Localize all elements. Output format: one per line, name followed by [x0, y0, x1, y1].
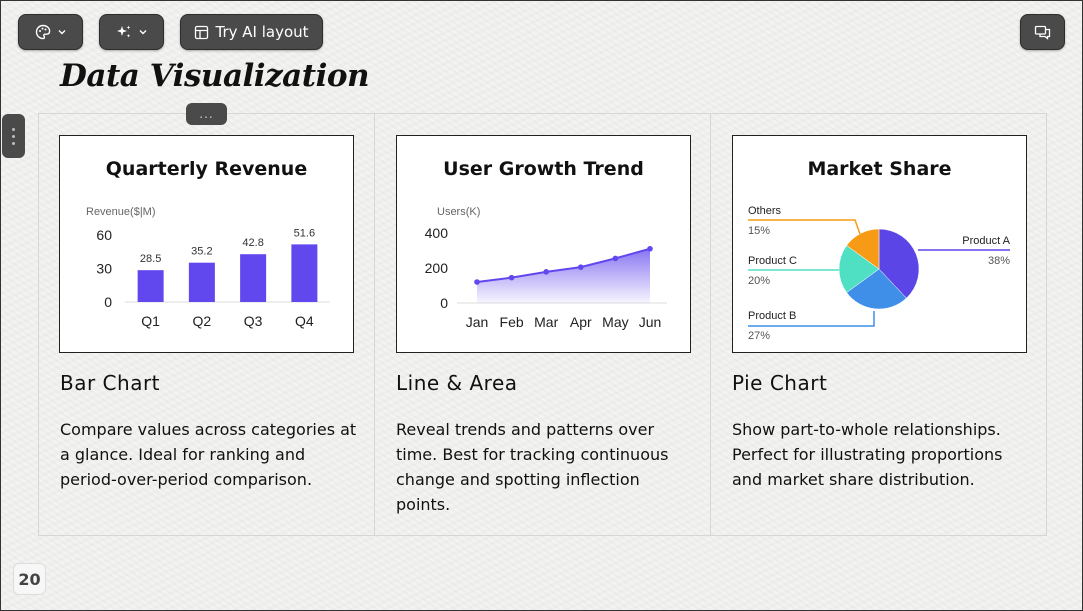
y-tick-label: 400: [425, 225, 449, 241]
x-tick-label: May: [602, 314, 628, 330]
y-tick-label: 0: [104, 294, 112, 310]
column-bar-chart[interactable]: Revenue($|M) 0 30 60 28.5 Q1 35.2 Q2 42.8 Q3 51.6 Q…: [39, 114, 375, 535]
x-tick-label: Q1: [141, 313, 160, 329]
slice-label: Others: [748, 205, 782, 217]
try-ai-layout-label: Try AI layout: [215, 23, 309, 41]
pie-slice: [838, 245, 880, 293]
column-heading[interactable]: Bar Chart: [60, 371, 161, 395]
data-point: [474, 279, 480, 285]
chevron-down-icon: [138, 27, 148, 37]
x-tick-label: Q3: [244, 313, 263, 329]
x-tick-label: Jun: [639, 314, 662, 330]
palette-icon: [35, 24, 51, 40]
chart-card-bar[interactable]: Revenue($|M) 0 30 60 28.5 Q1 35.2 Q2 42.8 Q3 51.6 Q…: [59, 135, 354, 353]
chevron-down-icon: [57, 27, 67, 37]
data-label: 35.2: [191, 246, 212, 258]
sparkles-icon: [116, 24, 132, 40]
layout-icon: [194, 25, 209, 40]
chart-card-pie[interactable]: Product A 38% Product B 27% Product C 20% Othe…: [732, 135, 1027, 353]
column-heading[interactable]: Line & Area: [396, 371, 518, 395]
y-tick-label: 30: [96, 261, 112, 277]
column-description[interactable]: Compare values across categories at a gl…: [60, 420, 357, 489]
column-line-area[interactable]: Users(K) 0 200 400 Jan Feb Mar Apr May Jun User G…: [375, 114, 711, 535]
comments-icon: [1034, 25, 1051, 40]
leader-line: [748, 311, 875, 327]
slice-percent: 15%: [748, 225, 770, 237]
chart-card-area[interactable]: Users(K) 0 200 400 Jan Feb Mar Apr May Jun User G…: [396, 135, 691, 353]
slice-percent: 20%: [748, 275, 770, 287]
column-pie-chart[interactable]: Product A 38% Product B 27% Product C 20% Othe…: [711, 114, 1046, 535]
area-fill: [477, 248, 650, 303]
bar-chart: Revenue($|M) 0 30 60 28.5 Q1 35.2 Q2 42.8 Q3 51.6 Q…: [86, 206, 330, 329]
bar: [291, 244, 318, 302]
data-label: 51.6: [294, 227, 315, 239]
try-ai-layout-button[interactable]: Try AI layout: [180, 14, 323, 50]
chart-title: User Growth Trend: [443, 158, 644, 180]
chart-title: Quarterly Revenue: [105, 158, 308, 180]
y-axis-label: Revenue($|M): [86, 206, 156, 218]
drag-pill[interactable]: ...: [186, 103, 227, 125]
column-heading[interactable]: Pie Chart: [732, 371, 828, 395]
slice-label: Product C: [748, 255, 797, 267]
y-axis-label: Users(K): [437, 206, 480, 218]
y-tick-label: 200: [425, 260, 449, 276]
data-point: [508, 274, 515, 281]
leader-line: [748, 219, 861, 235]
theme-button[interactable]: [18, 14, 83, 50]
drag-dot: [12, 141, 15, 145]
slice-percent: 27%: [748, 330, 770, 342]
x-tick-label: Q4: [295, 313, 314, 329]
slice-percent: 38%: [988, 255, 1010, 267]
pie-slice: [846, 228, 880, 270]
data-point: [612, 255, 619, 262]
data-point: [543, 269, 549, 275]
column-description[interactable]: Reveal trends and patterns over time. Be…: [396, 420, 669, 514]
comments-button[interactable]: [1020, 14, 1065, 50]
y-tick-label: 60: [96, 227, 112, 243]
series-line: [476, 247, 651, 283]
chart-title: Market Share: [807, 158, 952, 180]
pie-chart: Product A 38% Product B 27% Product C 20% Othe…: [748, 205, 1011, 342]
x-tick-label: Feb: [500, 314, 524, 330]
data-label: 42.8: [242, 237, 263, 249]
column-description[interactable]: Show part-to-whole relationships. Perfec…: [732, 420, 1003, 489]
slide-title[interactable]: Data Visualization: [60, 58, 370, 94]
bar: [137, 270, 164, 302]
y-tick-label: 0: [440, 295, 448, 311]
pie-slice: [846, 268, 907, 310]
x-tick-label: Mar: [534, 314, 558, 330]
ai-button[interactable]: [99, 14, 164, 50]
data-point: [647, 245, 653, 252]
area-chart: Users(K) 0 200 400 Jan Feb Mar Apr May Jun: [425, 206, 667, 330]
drag-dot: [12, 134, 15, 138]
bar: [240, 254, 267, 302]
block-drag-handle[interactable]: [2, 114, 25, 158]
x-tick-label: Jan: [466, 314, 489, 330]
columns-grid: Revenue($|M) 0 30 60 28.5 Q1 35.2 Q2 42.8 Q3 51.6 Q…: [38, 113, 1047, 536]
drag-dot: [12, 127, 15, 131]
pie-slice: [878, 228, 920, 299]
x-tick-label: Apr: [570, 314, 592, 330]
data-label: 28.5: [140, 253, 161, 265]
slice-label: Product B: [748, 310, 796, 322]
slice-label: Product A: [962, 235, 1010, 247]
page-number: 20: [13, 563, 46, 595]
x-tick-label: Q2: [193, 313, 212, 329]
data-point: [578, 264, 584, 270]
bar: [188, 262, 215, 302]
